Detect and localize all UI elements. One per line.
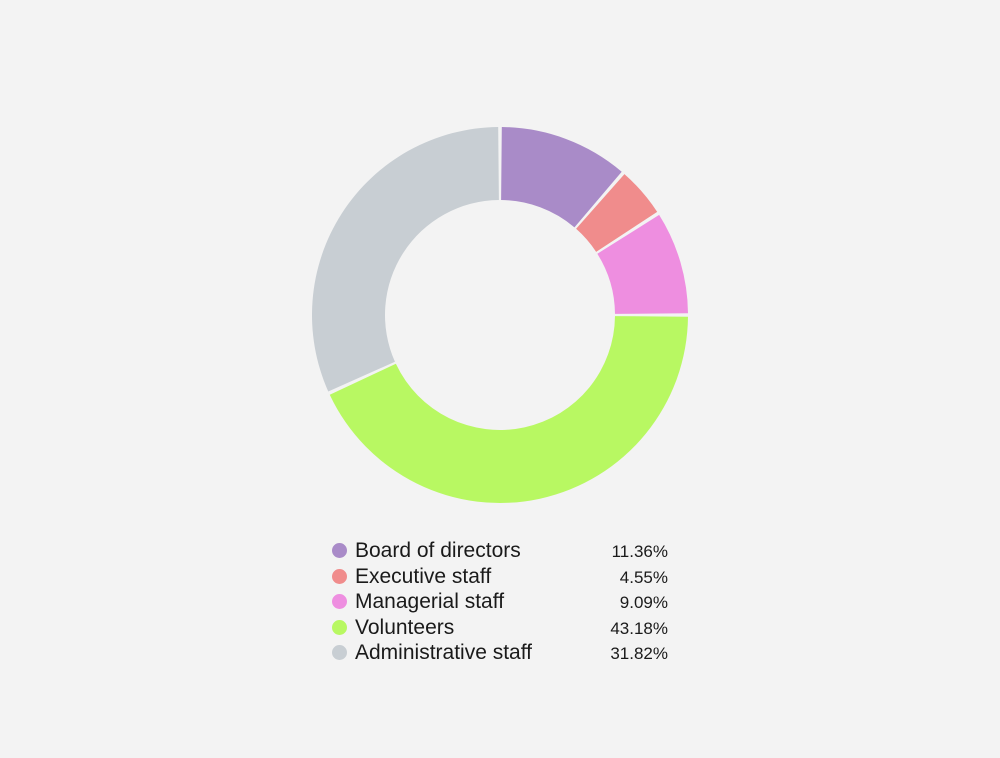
donut-slice [312,127,499,392]
legend-value: 31.82% [610,644,668,664]
legend-label: Managerial staff [355,590,505,614]
legend-item: Volunteers 43.18% [330,615,675,641]
legend-label: Administrative staff [355,641,533,665]
legend-item: Executive staff 4.55% [330,564,675,590]
legend-item: Managerial staff 9.09% [330,589,675,615]
legend-marker [332,543,347,558]
legend-item: Board of directors 11.36% [330,538,675,564]
legend-marker [332,594,347,610]
legend-value: 11.36% [611,542,668,561]
legend-label: Executive staff [355,564,492,588]
legend: Board of directors 11.36% Executive staf… [330,538,675,666]
legend-marker [332,619,347,635]
legend-marker [332,645,347,661]
legend-label: Board of directors [355,539,521,562]
donut-slice [501,127,622,228]
legend-value: 43.18% [610,618,668,638]
legend-value: 4.55% [619,567,668,587]
legend-label: Volunteers [355,615,455,639]
donut-slice [576,174,658,252]
legend-marker [332,568,347,584]
legend-value: 9.09% [619,593,668,613]
donut-slice [329,316,688,503]
donut-slice [597,214,688,314]
legend-item: Administrative staff 31.82% [330,640,675,666]
